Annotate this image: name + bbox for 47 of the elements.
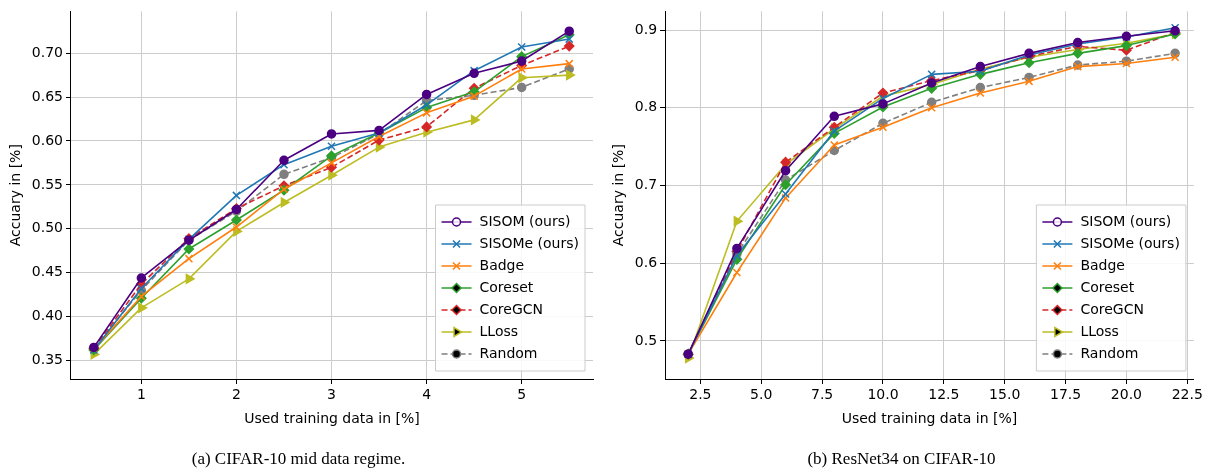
x-tick-label: 7.5 bbox=[810, 386, 834, 403]
y-tick-label: 0.8 bbox=[634, 98, 658, 115]
x-tick-label: 4 bbox=[422, 386, 432, 403]
legend-label: Random bbox=[1080, 344, 1139, 361]
legend-label: CoreGCN bbox=[1080, 300, 1144, 317]
x-tick-label: 20.0 bbox=[1110, 386, 1143, 403]
text: (b) ResNet34 on CIFAR-10 bbox=[807, 449, 996, 469]
legend-label: CoreGCN bbox=[479, 300, 544, 317]
x-tick-label: 5.0 bbox=[750, 386, 773, 403]
x-tick-label: 5 bbox=[517, 386, 527, 403]
x-tick-label: 3 bbox=[327, 386, 336, 403]
x-tick-label: 22.5 bbox=[1171, 386, 1203, 403]
legend-label: Random bbox=[479, 344, 538, 361]
y-tick-label: 0.70 bbox=[31, 43, 63, 60]
x-axis-title: Used training data in [%] bbox=[244, 409, 420, 426]
legend-label: Coreset bbox=[479, 278, 534, 295]
y-tick-label: 0.45 bbox=[31, 263, 63, 280]
y-tick-label: 0.60 bbox=[31, 131, 63, 148]
y-tick-label: 0.9 bbox=[634, 20, 658, 37]
legend-label: LLoss bbox=[479, 322, 519, 339]
y-tick-label: 0.50 bbox=[31, 219, 63, 236]
y-axis-title: Accuary in [%] bbox=[610, 144, 627, 247]
legend-label: Badge bbox=[479, 256, 525, 273]
legend-label: SISOM (ours) bbox=[1080, 212, 1172, 229]
legend-label: SISOMe (ours) bbox=[479, 234, 580, 251]
y-tick-label: 0.35 bbox=[31, 351, 63, 368]
legend-label: Badge bbox=[1080, 256, 1125, 273]
x-tick-label: 10.0 bbox=[867, 386, 899, 403]
y-axis-title: Accuary in [%] bbox=[7, 144, 24, 247]
x-tick-label: 15.0 bbox=[989, 386, 1021, 403]
y-tick-label: 0.6 bbox=[634, 253, 658, 270]
y-tick-label: 0.40 bbox=[31, 307, 63, 324]
x-tick-label: 2 bbox=[231, 386, 241, 403]
legend-label: LLoss bbox=[1080, 322, 1119, 339]
x-tick-label: 17.5 bbox=[1049, 386, 1082, 403]
y-tick-label: 0.5 bbox=[634, 331, 658, 348]
x-axis-title: Used training data in [%] bbox=[841, 409, 1018, 426]
x-tick-label: 2.5 bbox=[689, 386, 712, 403]
y-tick-label: 0.55 bbox=[31, 175, 63, 192]
y-tick-label: 0.65 bbox=[31, 87, 63, 104]
x-tick-label: 12.5 bbox=[928, 386, 960, 403]
legend-label: Coreset bbox=[1080, 278, 1135, 295]
text: (a) CIFAR-10 mid data regime. bbox=[191, 449, 406, 469]
legend-label: SISOM (ours) bbox=[479, 212, 571, 229]
y-tick-label: 0.7 bbox=[634, 176, 658, 193]
legend-label: SISOMe (ours) bbox=[1080, 234, 1180, 251]
x-tick-label: 1 bbox=[136, 386, 146, 403]
